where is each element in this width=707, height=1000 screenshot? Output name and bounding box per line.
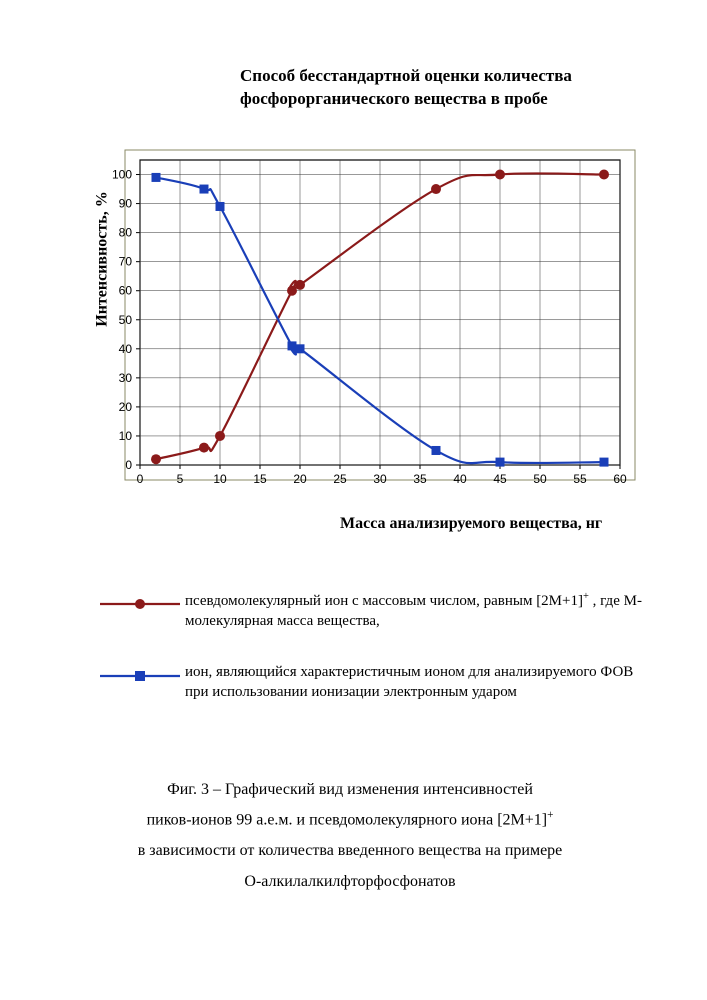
legend-item: ион, являющийся характеристичным ионом д… (95, 662, 655, 703)
caption-line-1: Фиг. 3 – Графический вид изменения интен… (100, 775, 600, 805)
svg-text:50: 50 (533, 472, 547, 486)
svg-text:20: 20 (119, 400, 133, 414)
legend-text-2: ион, являющийся характеристичным ионом д… (185, 662, 655, 703)
svg-text:60: 60 (119, 284, 133, 298)
title-line-2: фосфорорганического вещества в пробе (240, 89, 548, 108)
caption-line-2: пиков-ионов 99 а.е.м. и псевдомолекулярн… (100, 805, 600, 836)
svg-text:100: 100 (112, 168, 132, 182)
svg-text:0: 0 (137, 472, 144, 486)
legend-marker-2 (95, 662, 185, 684)
caption-line-3: в зависимости от количества введенного в… (100, 836, 600, 866)
svg-text:30: 30 (119, 371, 133, 385)
legend-text-1: псевдомолекулярный ион с массовым числом… (185, 590, 655, 632)
svg-text:10: 10 (119, 429, 133, 443)
svg-text:20: 20 (293, 472, 307, 486)
svg-text:40: 40 (453, 472, 467, 486)
page-title: Способ бесстандартной оценки количества … (240, 65, 620, 111)
y-axis-label: Интенсивность, % (94, 191, 112, 326)
legend-marker-1 (95, 590, 185, 612)
legend: псевдомолекулярный ион с массовым числом… (95, 590, 655, 732)
svg-text:60: 60 (613, 472, 627, 486)
page: Способ бесстандартной оценки количества … (0, 0, 707, 1000)
legend-item: псевдомолекулярный ион с массовым числом… (95, 590, 655, 632)
svg-text:50: 50 (119, 313, 133, 327)
svg-text:35: 35 (413, 472, 427, 486)
chart-svg: 0 10 20 30 40 50 60 70 80 90 100 0 5 10 15 20 25 30 35 40 45… (80, 145, 640, 505)
chart: Интенсивность, % 01020304050607080901000… (80, 145, 640, 525)
x-axis-label: Масса анализируемого вещества, нг (340, 515, 602, 533)
svg-text:40: 40 (119, 342, 133, 356)
svg-text:25: 25 (333, 472, 347, 486)
svg-text:5: 5 (177, 472, 184, 486)
svg-text:30: 30 (373, 472, 387, 486)
svg-text:90: 90 (119, 197, 133, 211)
svg-text:15: 15 (253, 472, 267, 486)
title-line-1: Способ бесстандартной оценки количества (240, 66, 572, 85)
svg-text:80: 80 (119, 226, 133, 240)
svg-text:55: 55 (573, 472, 587, 486)
figure-caption: Фиг. 3 – Графический вид изменения интен… (100, 775, 600, 897)
caption-line-4: О-алкилалкилфторфосфонатов (100, 867, 600, 897)
svg-text:10: 10 (213, 472, 227, 486)
svg-text:45: 45 (493, 472, 507, 486)
svg-text:70: 70 (119, 255, 133, 269)
svg-text:0: 0 (125, 458, 132, 472)
